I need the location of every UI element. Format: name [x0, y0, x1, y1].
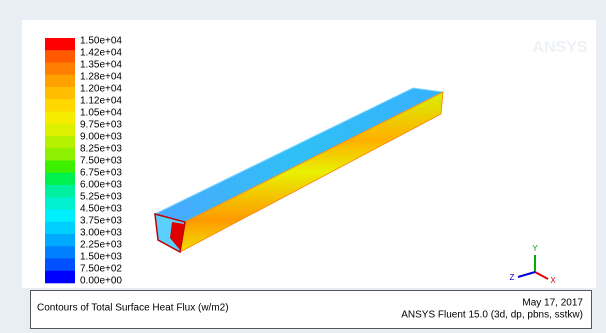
colorbar-label: 9.00e+03: [80, 132, 122, 143]
colorbar-label: 7.50e+03: [80, 156, 122, 167]
colorbar-label: 1.05e+04: [80, 108, 122, 119]
colorbar-swatch: [45, 210, 75, 223]
colorbar-label: 9.75e+03: [80, 120, 122, 131]
colorbar-label: 6.00e+03: [80, 180, 122, 191]
page: ANSYS 1.50e+041.42e+041.35e+041.28e+041.…: [0, 0, 606, 333]
colorbar-swatch: [45, 148, 75, 161]
colorbar-label: 1.50e+04: [80, 36, 122, 47]
colorbar-swatch: [45, 222, 75, 235]
colorbar-swatch: [45, 185, 75, 198]
colorbar-swatch: [45, 87, 75, 100]
x-label: X: [550, 276, 556, 285]
colorbar-label: 1.20e+04: [80, 84, 122, 95]
colorbar-label: 7.50e+02: [80, 264, 122, 275]
colorbar-swatch: [45, 246, 75, 259]
colorbar-label: 3.00e+03: [80, 228, 122, 239]
colorbar-label: 1.50e+03: [80, 252, 122, 263]
y-label: Y: [532, 244, 538, 253]
colorbar-label: 0.00e+00: [80, 276, 122, 287]
z-label: Z: [510, 273, 515, 282]
colorbar-swatch: [45, 75, 75, 88]
colorbar-label: 1.42e+04: [80, 48, 122, 59]
colorbar-swatch: [45, 197, 75, 210]
colorbar-label: 5.25e+03: [80, 192, 122, 203]
colorbar-label: 1.35e+04: [80, 60, 122, 71]
colorbar-swatch: [45, 112, 75, 125]
colorbar-swatch: [45, 234, 75, 247]
colorbar-label: 8.25e+03: [80, 144, 122, 155]
colorbar-swatch: [45, 271, 75, 284]
colorbar-label: 3.75e+03: [80, 216, 122, 227]
colorbar-label: 1.12e+04: [80, 96, 122, 107]
colorbar-swatch: [45, 136, 75, 149]
colorbar-swatch: [45, 124, 75, 137]
colorbar-label: 2.25e+03: [80, 240, 122, 251]
colorbar-swatch: [45, 259, 75, 272]
colorbar-label: 6.75e+03: [80, 168, 122, 179]
colorbar-swatch: [45, 161, 75, 174]
colorbar: 1.50e+041.42e+041.35e+041.28e+041.20e+04…: [45, 36, 122, 287]
colorbar-swatch: [45, 50, 75, 63]
footer-title: Contours of Total Surface Heat Flux (w/m…: [37, 303, 229, 314]
fluent-window: ANSYS 1.50e+041.42e+041.35e+041.28e+041.…: [0, 0, 606, 333]
logo: ANSYS: [532, 39, 587, 56]
colorbar-label: 1.28e+04: [80, 72, 122, 83]
colorbar-swatch: [45, 38, 75, 51]
colorbar-swatch: [45, 63, 75, 76]
footer-date: May 17, 2017: [522, 298, 583, 309]
footer-version: ANSYS Fluent 15.0 (3d, dp, pbns, sstkw): [401, 310, 583, 321]
colorbar-swatch: [45, 99, 75, 112]
colorbar-swatch: [45, 173, 75, 186]
colorbar-label: 4.50e+03: [80, 204, 122, 215]
